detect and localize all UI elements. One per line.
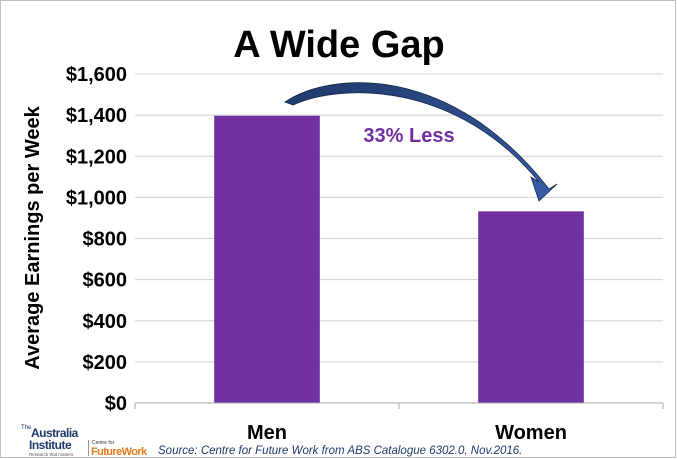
y-tick-label: $1,600 <box>66 64 127 86</box>
source-note: Source: Centre for Future Work from ABS … <box>158 445 523 457</box>
y-tick-label: $800 <box>83 229 128 251</box>
y-tick-label: $200 <box>83 352 128 374</box>
logo-institute: Institute <box>29 438 72 452</box>
x-tick-label: Men <box>247 422 287 444</box>
logo-future-work: FutureWork <box>91 446 147 458</box>
logo-tagline: Research that matters. <box>29 452 75 457</box>
y-tick-label: $1,400 <box>66 105 127 127</box>
annotation-label: 33% Less <box>363 125 454 147</box>
bar-men <box>214 115 320 403</box>
logo-divider <box>88 440 89 456</box>
x-tick-label: Women <box>495 422 567 444</box>
x-axis <box>134 402 664 409</box>
y-tick-label: $1,000 <box>66 187 127 209</box>
x-tick-labels: Men Women <box>247 422 567 444</box>
bars <box>214 115 584 403</box>
y-tick-labels: $0 $200 $400 $600 $800 $1,000 $1,200 $1,400 $1,6… <box>66 64 127 415</box>
y-tick-label: $0 <box>105 393 127 415</box>
logo-australia: Australia <box>31 426 78 440</box>
chart-title: A Wide Gap <box>233 24 445 66</box>
logo-the: The <box>21 425 32 431</box>
bar-women <box>478 211 584 403</box>
y-axis-label: Average Earnings per Week <box>22 105 44 369</box>
arrow-shape <box>284 82 558 202</box>
y-tick-label: $1,200 <box>66 146 127 168</box>
y-tick-label: $400 <box>83 311 128 333</box>
y-tick-label: $600 <box>83 270 128 292</box>
logo-centre-for: Centre for <box>92 440 115 446</box>
